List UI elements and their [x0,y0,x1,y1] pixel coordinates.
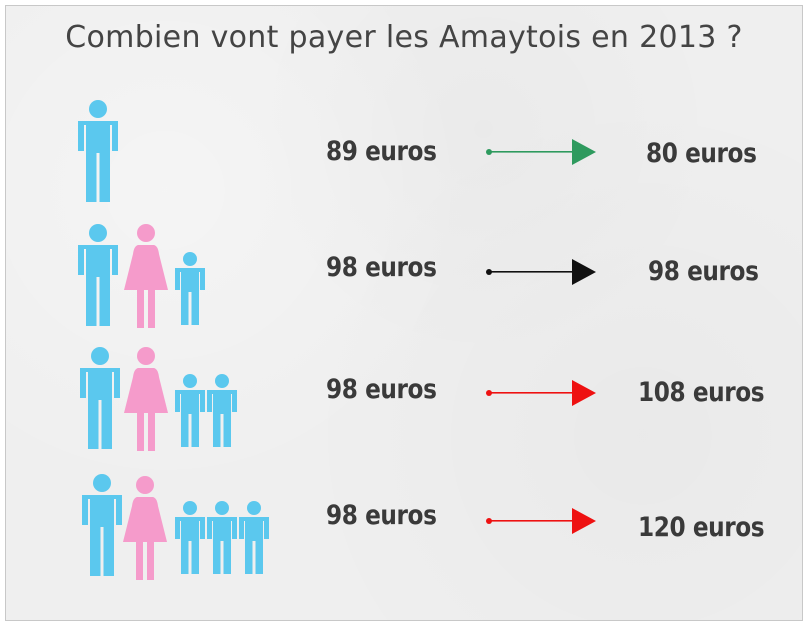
household-row-2: 98 euros 98 euros [6,216,802,329]
woman-icon [123,476,167,584]
page-title: Combien vont payer les Amaytois en 2013 … [65,20,743,55]
child-icon [207,501,237,578]
man-icon [78,100,118,206]
household-row-1: 89 euros 80 euros [6,94,802,204]
new-price: 80 euros [646,138,757,169]
man-icon [78,224,118,330]
woman-icon [124,224,168,332]
child-icon [175,252,205,329]
arrow-icon [486,259,596,285]
child-icon [175,501,205,578]
arrow-icon [486,139,596,165]
man-icon [80,347,120,453]
new-price: 120 euros [638,512,765,543]
household-row-3: 98 euros 108 euros [6,339,802,451]
child-icon [207,374,237,451]
new-price: 98 euros [648,256,759,287]
current-price: 89 euros [326,136,437,167]
infographic-frame: Combien vont payer les Amaytois en 2013 … [5,5,803,621]
current-price: 98 euros [326,500,437,531]
child-icon [239,501,269,578]
child-icon [175,374,205,451]
new-price: 108 euros [638,377,765,408]
woman-icon [124,347,168,455]
arrow-icon [486,380,596,406]
household-row-4: 98 euros 120 euros [6,466,802,580]
arrow-icon [486,508,596,534]
current-price: 98 euros [326,252,437,283]
man-icon [82,474,122,580]
current-price: 98 euros [326,374,437,405]
